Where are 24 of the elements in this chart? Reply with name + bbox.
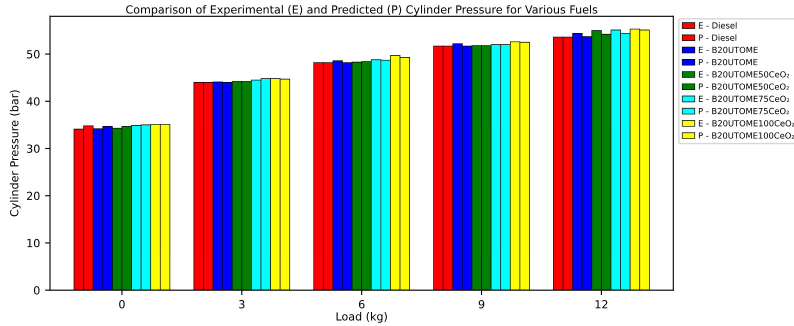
y-tick-label: 10 [27,238,40,248]
legend-label: E - B20UTOME75CeO₂ [698,96,790,102]
y-tick-label: 50 [27,50,40,58]
legend-label: P - B20UTOME50CeO₂ [698,83,789,90]
legend-label: P - B20UTOME75CeO₂ [698,108,789,114]
y-axis-title: Cylinder Pressure (bar) [10,90,21,216]
y-tick-label: 20 [26,192,40,200]
x-tick-label: 3 [239,300,244,308]
y-tick-label: 0 [34,286,40,295]
x-tick-label: 6 [358,300,364,308]
y-tick-label: 30 [27,144,40,153]
legend-label: E - B20UTOME [698,46,758,54]
legend-label: E - Diesel [698,22,737,29]
legend-label: P - Diesel [698,34,736,41]
legend-label: P - B20UTOME [698,58,758,66]
x-axis-title: Load (kg) [336,312,387,323]
legend-label: E - B20UTOME50CeO₂ [698,71,790,78]
legend-label: E - B20UTOME100CeO₂ [698,120,794,126]
chart-title: Comparison of Experimental (E) and Predicted (P) Cylinder Pressure for Various Fuels [126,5,598,16]
x-tick-label: 9 [478,300,484,308]
x-tick-label: 12 [596,300,608,308]
x-tick-label: 0 [119,300,125,308]
y-tick-label: 40 [26,97,40,106]
legend-label: P - B20UTOME100CeO₂ [698,132,794,139]
